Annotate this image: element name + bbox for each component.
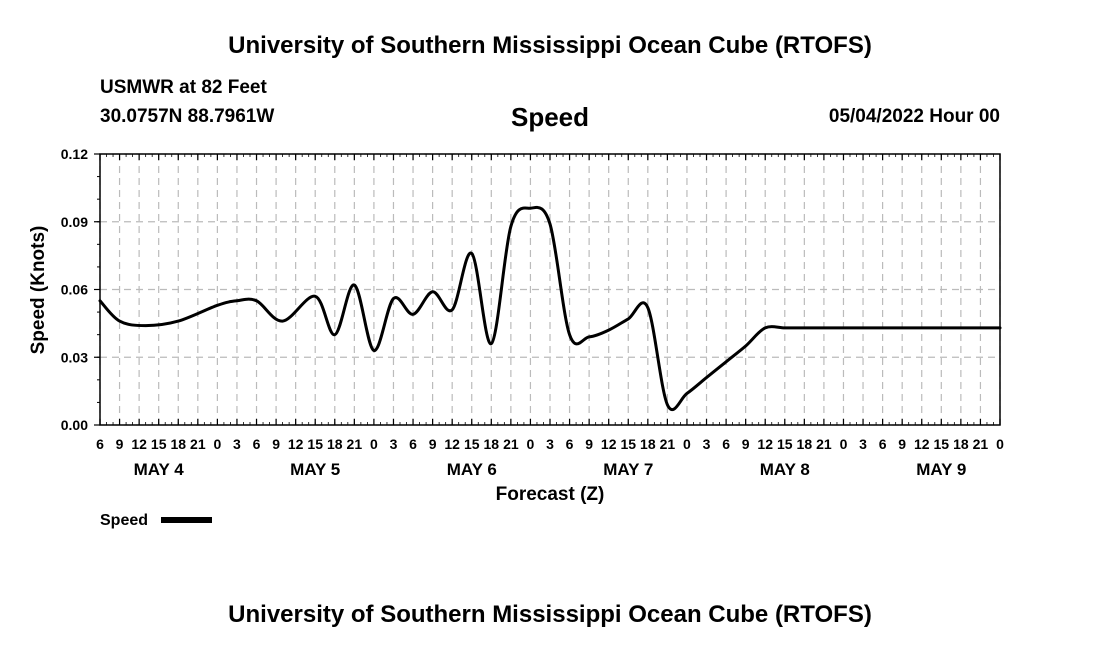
x-tick-label: 15 (464, 436, 480, 452)
x-tick-label: 21 (660, 436, 676, 452)
x-tick-label: 6 (566, 436, 574, 452)
day-label: MAY 8 (760, 460, 810, 479)
x-tick-label: 3 (546, 436, 554, 452)
x-tick-label: 21 (973, 436, 989, 452)
x-tick-label: 12 (288, 436, 304, 452)
day-label: MAY 9 (916, 460, 966, 479)
day-label: MAY 4 (134, 460, 185, 479)
forecast-run-time: 05/04/2022 Hour 00 (828, 106, 1000, 127)
x-tick-label: 9 (272, 436, 280, 452)
x-tick-label: 15 (934, 436, 950, 452)
y-axis-labels: 0.00 0.03 0.06 0.09 0.12 (61, 146, 88, 433)
x-tick-label: 12 (757, 436, 773, 452)
x-tick-label: 18 (797, 436, 813, 452)
chart-title: Speed (510, 102, 590, 132)
speed-series-line (98, 205, 1002, 412)
x-tick-label: 6 (409, 436, 417, 452)
x-tick-label: 9 (585, 436, 593, 452)
x-tick-label: 0 (527, 436, 535, 452)
x-tick-label: 15 (777, 436, 793, 452)
x-tick-label: 21 (347, 436, 363, 452)
x-tick-label: 9 (742, 436, 750, 452)
x-tick-label: 0 (370, 436, 378, 452)
x-tick-label: 0 (213, 436, 221, 452)
y-tick-label: 0.03 (61, 349, 88, 365)
x-tick-label: 6 (96, 436, 104, 452)
x-axis-title: Forecast (Z) (496, 484, 605, 505)
x-tick-label: 9 (898, 436, 906, 452)
plot-frame (99, 153, 1001, 426)
x-tick-label: 0 (683, 436, 691, 452)
x-tick-label: 6 (722, 436, 730, 452)
x-tick-label: 18 (640, 436, 656, 452)
chart-grid (99, 153, 1001, 426)
x-tick-label: 3 (859, 436, 867, 452)
page-title: University of Southern Mississippi Ocean… (228, 32, 872, 59)
footer-title: University of Southern Mississippi Ocean… (228, 601, 872, 628)
x-tick-label: 21 (190, 436, 206, 452)
x-tick-label: 9 (116, 436, 124, 452)
y-tick-label: 0.06 (61, 282, 88, 298)
x-tick-label: 3 (703, 436, 711, 452)
x-tick-label: 6 (879, 436, 887, 452)
x-tick-label: 12 (131, 436, 147, 452)
day-label: MAY 7 (603, 460, 653, 479)
y-tick-label: 0.00 (61, 417, 88, 433)
legend-label: Speed (100, 512, 148, 529)
x-tick-label: 12 (444, 436, 460, 452)
y-tick-label: 0.12 (61, 146, 88, 162)
y-tick-label: 0.09 (61, 214, 88, 230)
x-tick-label: 0 (840, 436, 848, 452)
legend-swatch (161, 517, 212, 523)
x-tick-label: 6 (253, 436, 261, 452)
station-label: USMWR at 82 Feet (100, 77, 267, 98)
station-coordinates: 30.0757N 88.7961W (100, 106, 275, 127)
x-tick-label: 3 (233, 436, 241, 452)
x-tick-label: 15 (620, 436, 636, 452)
x-tick-label: 18 (327, 436, 343, 452)
x-tick-label: 18 (953, 436, 969, 452)
day-labels: MAY 4 MAY 5 MAY 6 MAY 7 MAY 8 MAY 9 (134, 460, 967, 479)
x-tick-label: 12 (601, 436, 617, 452)
day-label: MAY 5 (290, 460, 340, 479)
x-tick-label: 15 (307, 436, 323, 452)
x-tick-label: 12 (914, 436, 930, 452)
x-tick-label: 21 (503, 436, 519, 452)
day-label: MAY 6 (447, 460, 497, 479)
x-axis-labels: 6 9 12 15 18 21 0 3 6 9 12 15 18 21 0 3 6 9 12 15 18 21 0 3 6 9 12… (96, 436, 1004, 452)
x-tick-label: 21 (816, 436, 832, 452)
x-tick-label: 18 (484, 436, 500, 452)
x-tick-label: 15 (151, 436, 167, 452)
x-tick-label: 3 (390, 436, 398, 452)
x-tick-label: 9 (429, 436, 437, 452)
y-axis-title: Speed (Knots) (28, 226, 49, 355)
x-tick-label: 18 (170, 436, 186, 452)
x-tick-label: 0 (996, 436, 1004, 452)
